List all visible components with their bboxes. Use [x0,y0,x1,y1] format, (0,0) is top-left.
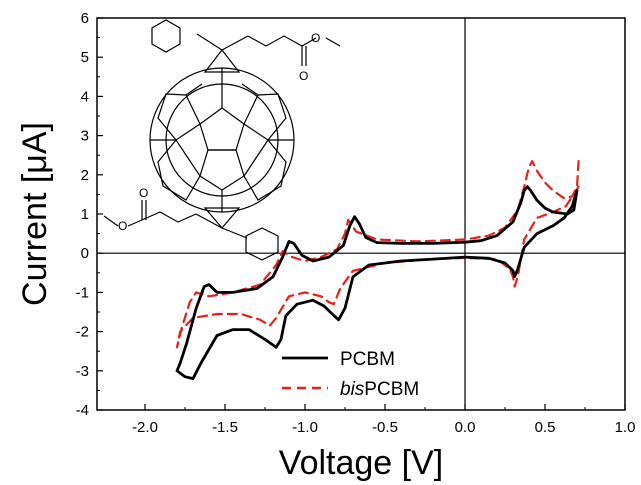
y-tick-label: 6 [81,10,89,27]
y-tick-label: 1 [81,206,89,223]
y-tick-label: 2 [81,167,89,184]
x-tick-label: 1.0 [615,419,636,436]
x-tick-label: -2.0 [132,419,158,436]
svg-text:O: O [311,31,320,45]
x-axis-ticks: -2.0 -1.5 -1.0 -0.5 0.0 0.5 1.0 [132,404,635,436]
svg-text:O: O [299,69,308,83]
molecule-atom-labels: O O O O [118,31,320,233]
series-line-pcbm [175,185,579,380]
y-tick-label: -4 [76,402,89,419]
svg-text:O: O [118,219,127,233]
x-tick-label: -0.5 [372,419,398,436]
y-tick-label: -1 [76,284,89,301]
x-axis-title: Voltage [V] [279,444,443,482]
y-tick-label: 4 [81,88,89,105]
molecule-illustration [103,19,341,261]
legend: PCBM bisPCBM [282,349,419,400]
series-layer [175,160,580,380]
x-tick-label: -1.0 [292,419,318,436]
x-tick-label: 0.5 [535,419,556,436]
y-tick-label: 3 [81,128,89,145]
y-tick-label: -3 [76,363,89,380]
legend-label-bispcbm: bisPCBM [340,379,419,400]
zero-lines [97,18,625,410]
series-line-bispcbm [175,160,580,349]
svg-text:O: O [139,186,148,200]
x-tick-label: 0.0 [455,419,476,436]
y-tick-label: 0 [81,245,89,262]
y-tick-label: -2 [76,324,89,341]
x-tick-label: -1.5 [212,419,238,436]
legend-label-pcbm: PCBM [340,349,395,370]
y-axis-ticks: -4 -3 -2 -1 0 1 2 3 4 5 6 [76,10,103,419]
y-axis-title: Current [μA] [16,122,54,306]
y-tick-label: 5 [81,49,89,66]
